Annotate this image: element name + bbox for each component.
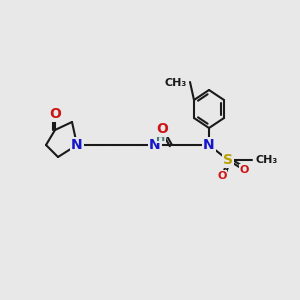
Text: O: O [239,165,249,175]
Text: H: H [156,133,166,143]
Text: N: N [71,138,83,152]
Text: N: N [203,138,215,152]
Text: O: O [49,107,61,121]
Text: N: N [149,138,161,152]
Text: S: S [223,153,233,167]
Text: CH₃: CH₃ [256,155,278,165]
Text: O: O [217,171,227,181]
Text: CH₃: CH₃ [165,78,187,88]
Text: O: O [156,122,168,136]
